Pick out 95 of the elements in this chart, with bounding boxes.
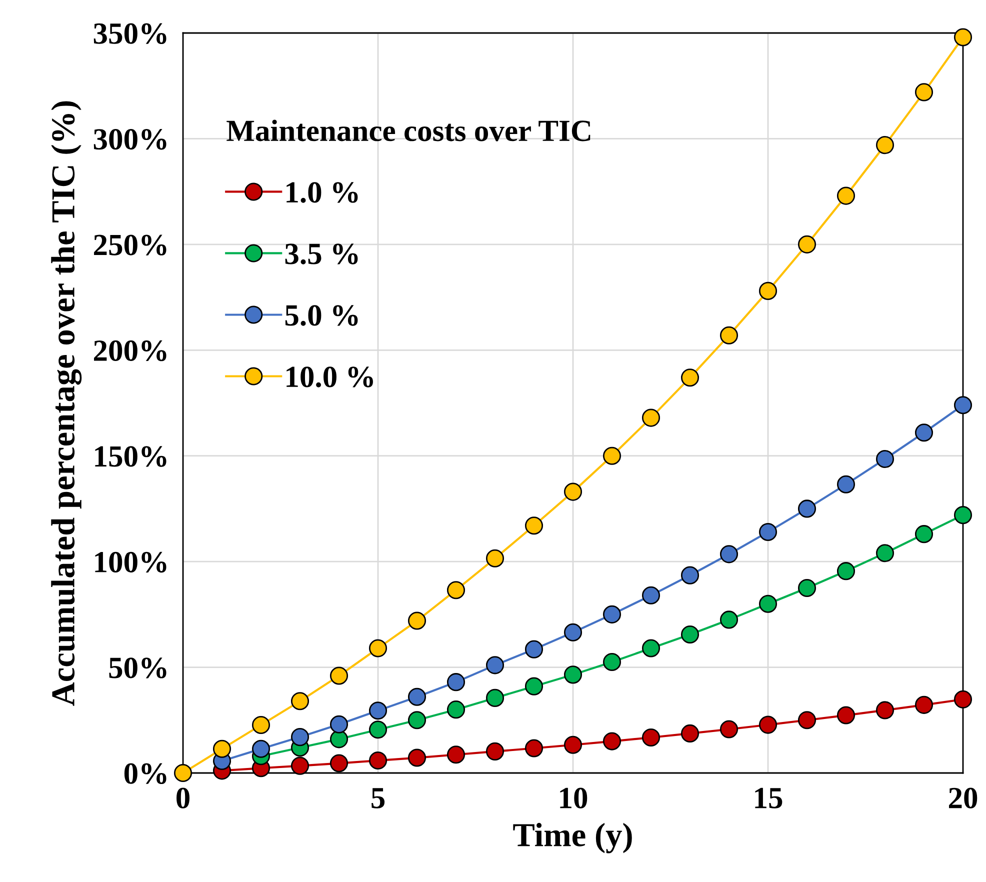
point xyxy=(642,586,660,604)
point xyxy=(758,716,778,734)
point xyxy=(680,368,700,387)
x-tick-label: 5 xyxy=(372,788,385,808)
y-tick-label: 50% xyxy=(109,658,166,678)
point xyxy=(680,566,700,584)
point xyxy=(642,639,660,658)
x-tick-label: 20 xyxy=(949,788,978,808)
point xyxy=(876,450,894,468)
point xyxy=(252,740,270,758)
point xyxy=(836,475,856,494)
point xyxy=(564,736,582,754)
point xyxy=(524,640,544,658)
point xyxy=(836,706,856,724)
y-axis-title: Accumulated percentage over the TIC (%) xyxy=(51,101,82,706)
point xyxy=(798,711,816,730)
point xyxy=(642,728,660,747)
y-tick-label: 0% xyxy=(124,763,166,784)
point xyxy=(446,746,466,764)
point xyxy=(914,424,934,442)
point xyxy=(564,623,582,642)
point xyxy=(954,506,972,524)
point xyxy=(954,690,972,708)
point xyxy=(680,724,700,742)
point xyxy=(836,186,856,205)
point xyxy=(914,83,934,102)
point xyxy=(290,756,310,775)
point xyxy=(524,516,544,535)
point xyxy=(486,549,504,568)
point xyxy=(174,764,192,782)
point xyxy=(446,673,466,692)
point xyxy=(758,282,778,300)
y-tick-label: 150% xyxy=(95,446,166,467)
y-tick-label: 250% xyxy=(94,234,166,256)
point xyxy=(602,652,622,672)
point xyxy=(330,730,348,748)
point xyxy=(720,720,738,738)
point xyxy=(758,594,778,613)
point xyxy=(446,581,466,600)
y-tick-label: 100% xyxy=(95,552,166,573)
point xyxy=(212,740,232,758)
y-tick-label: 300% xyxy=(94,128,166,150)
y-tick-label: 200% xyxy=(94,340,166,362)
point xyxy=(798,578,816,598)
point xyxy=(368,751,388,770)
point xyxy=(798,500,816,518)
point xyxy=(486,742,504,760)
point xyxy=(642,408,660,427)
point xyxy=(680,625,700,644)
point xyxy=(602,732,622,750)
point xyxy=(914,696,934,714)
point xyxy=(954,28,972,46)
legend-label: 1.0 % xyxy=(286,182,358,203)
legend-title: Maintenance costs over TIC xyxy=(226,120,590,142)
point xyxy=(408,711,426,730)
point xyxy=(876,544,894,562)
point xyxy=(368,720,388,739)
point xyxy=(602,446,622,465)
point xyxy=(524,739,544,758)
point xyxy=(330,715,348,734)
point xyxy=(836,562,856,580)
point xyxy=(446,700,466,719)
point xyxy=(486,656,504,674)
x-tick-label: 0 xyxy=(176,788,190,808)
point xyxy=(408,612,426,630)
point xyxy=(290,728,310,746)
point xyxy=(720,610,738,629)
point xyxy=(290,692,310,710)
point xyxy=(564,666,582,684)
legend-label: 5.0 % xyxy=(285,305,358,326)
point xyxy=(408,688,426,706)
point xyxy=(720,326,738,344)
point xyxy=(758,522,778,541)
legend-label: 3.5 % xyxy=(285,244,358,264)
point xyxy=(914,525,934,544)
point xyxy=(954,396,972,414)
point xyxy=(876,136,894,154)
x-tick-label: 10 xyxy=(560,788,588,808)
point xyxy=(368,702,388,720)
point xyxy=(564,482,582,501)
x-axis-title: Time (y) xyxy=(513,822,632,854)
y-tick-label: 350% xyxy=(94,23,166,44)
point xyxy=(252,716,270,734)
point xyxy=(408,748,426,767)
x-tick-label: 15 xyxy=(755,788,782,808)
point xyxy=(876,701,894,720)
legend-label: 10.0 % xyxy=(286,366,373,388)
point xyxy=(368,639,388,658)
point xyxy=(330,754,348,772)
point xyxy=(486,688,504,707)
point xyxy=(720,545,738,564)
point xyxy=(524,677,544,696)
point xyxy=(602,605,622,624)
point xyxy=(330,666,348,685)
point xyxy=(798,235,816,254)
